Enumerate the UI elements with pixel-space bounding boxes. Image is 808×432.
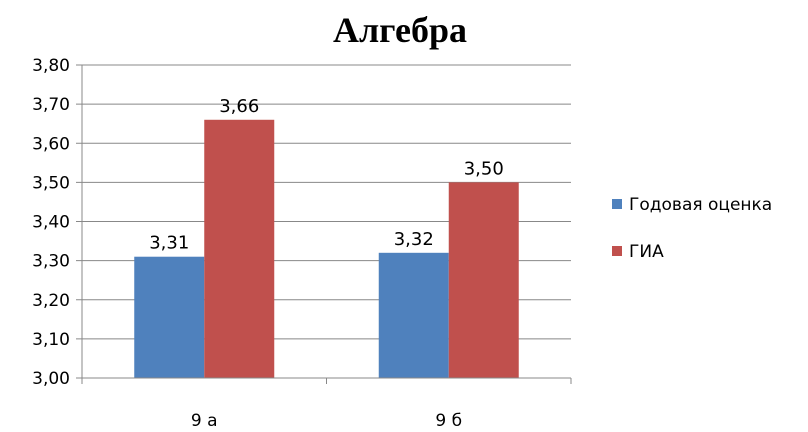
data-label: 3,32 (394, 229, 434, 250)
bar-godovaya-ocenka-1 (134, 257, 204, 378)
y-tick-label: 3,60 (32, 134, 70, 154)
x-axis-category-labels: 9 а 9 б (191, 411, 462, 431)
y-tick-label: 3,40 (32, 213, 70, 233)
y-tick-label: 3,80 (32, 56, 70, 76)
data-label: 3,31 (149, 233, 189, 254)
y-tick-label: 3,30 (32, 252, 70, 272)
y-tick-label: 3,00 (32, 369, 70, 389)
y-tick-label: 3,20 (32, 291, 70, 311)
legend-swatch (612, 199, 622, 209)
bar-gia-2 (449, 182, 519, 378)
legend-label: ГИА (629, 242, 664, 262)
y-tick-label: 3,70 (32, 95, 70, 115)
chart-title: Алгебра (333, 10, 467, 50)
data-label: 3,50 (464, 158, 504, 179)
y-tick-label: 3,10 (32, 330, 70, 350)
data-label: 3,66 (219, 96, 259, 117)
y-axis-tick-labels: 3,00 3,10 3,20 3,30 3,40 3,50 3,60 3,70 3,80 (32, 56, 82, 389)
y-tick-label: 3,50 (32, 173, 70, 193)
x-category-label: 9 б (435, 411, 462, 431)
legend-label: Годовая оценка (629, 195, 772, 215)
legend-swatch (612, 246, 622, 256)
bar-gia-1 (204, 120, 274, 378)
bar-godovaya-ocenka-2 (379, 253, 449, 378)
x-category-label: 9 а (191, 411, 218, 431)
legend: Годовая оценка ГИА (612, 195, 772, 262)
x-axis-ticks (82, 378, 571, 384)
